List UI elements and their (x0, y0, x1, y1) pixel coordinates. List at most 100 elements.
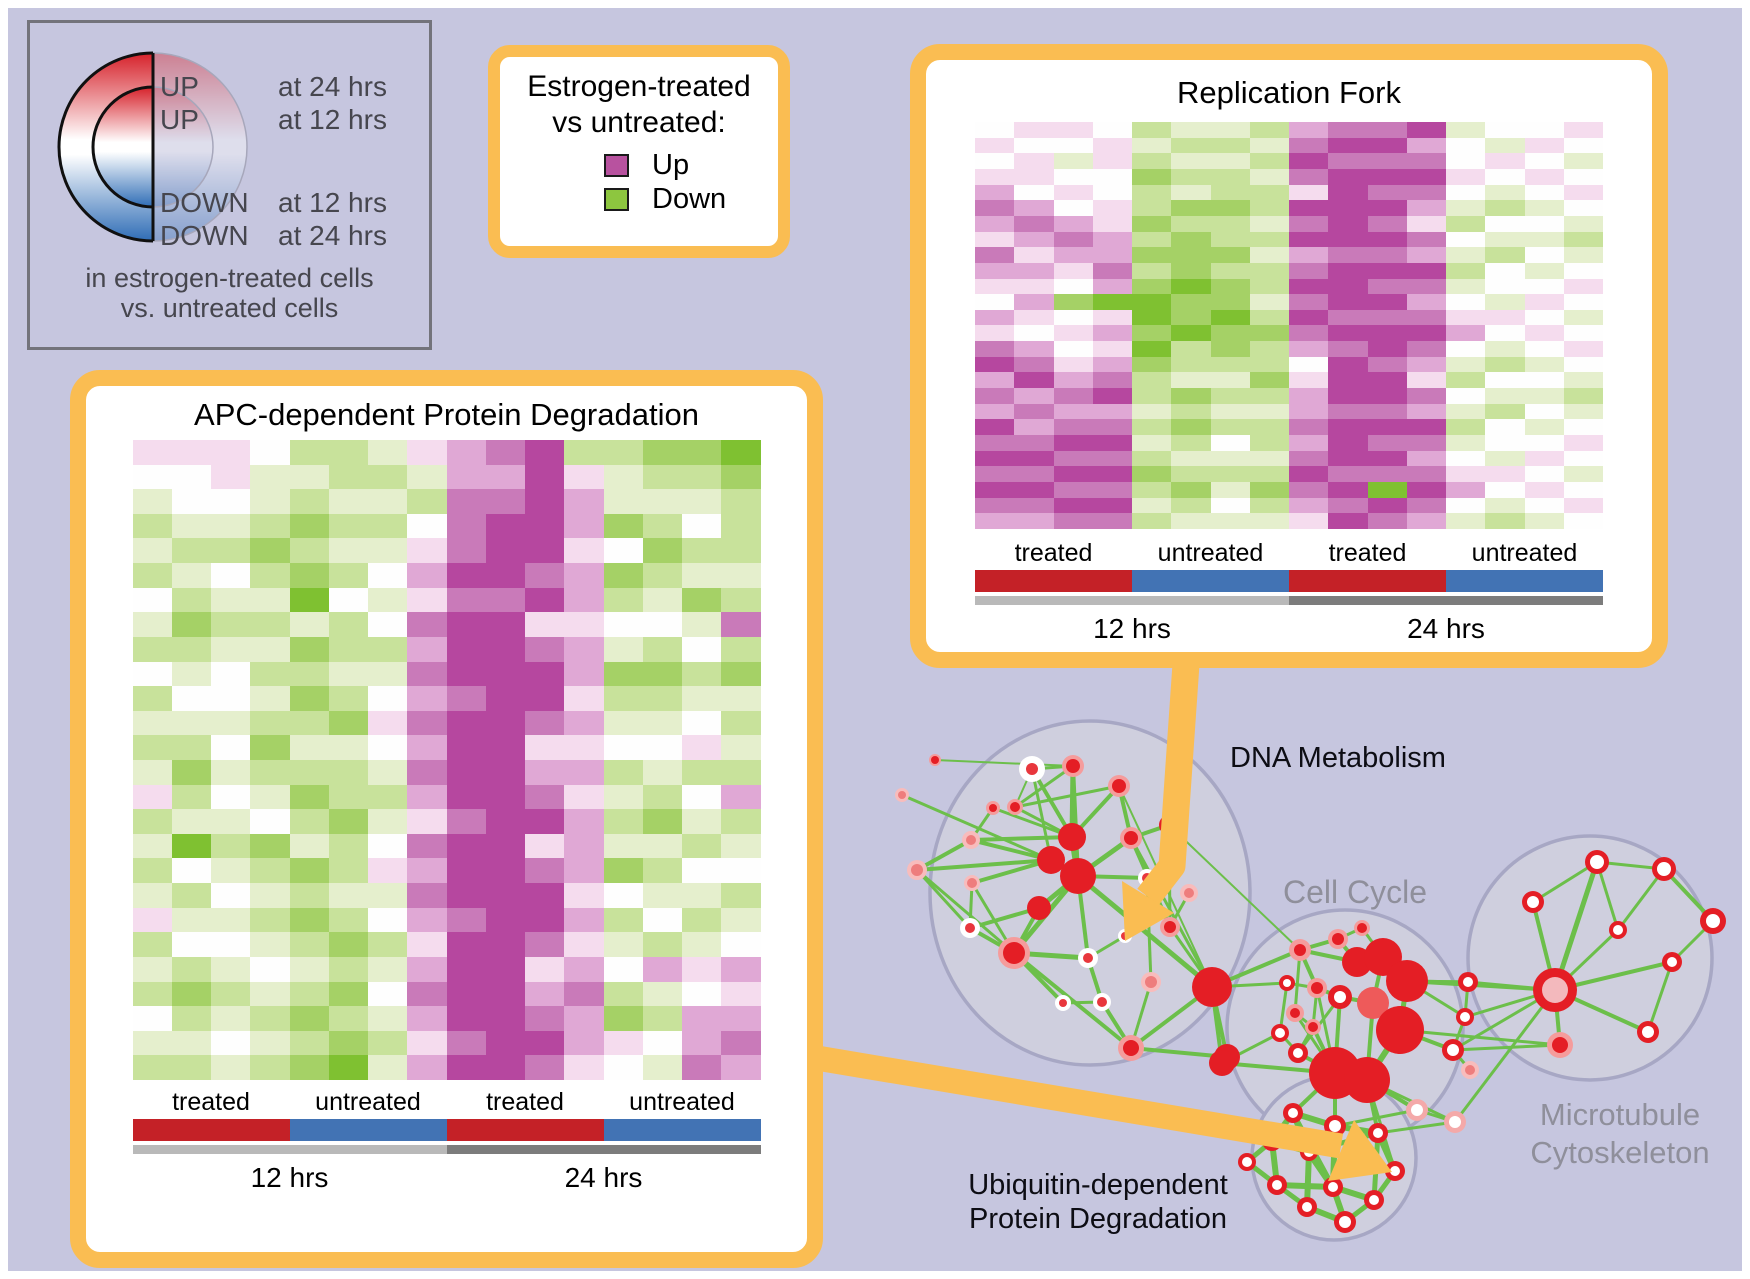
heatmap-cell (525, 464, 565, 490)
heatmap-cell (328, 661, 368, 687)
heatmap-cell (1524, 137, 1564, 154)
heatmap-cell (642, 587, 682, 613)
heatmap-cell (1446, 215, 1486, 232)
legend-time: at 24 hrs (278, 71, 387, 102)
heatmap-cell (1132, 466, 1172, 483)
heatmap-cell (1132, 294, 1172, 310)
apc-time-bar (132, 1145, 761, 1154)
heatmap-cell (1524, 153, 1564, 169)
heatmap-cell (1171, 372, 1211, 389)
heatmap-cell (1406, 403, 1446, 420)
heatmap-cell (603, 686, 643, 711)
heatmap-cell (250, 858, 290, 884)
heatmap-cell (1014, 419, 1054, 436)
heatmap-cell (407, 1006, 447, 1031)
heatmap-cell (171, 858, 211, 884)
heatmap-cell (1446, 294, 1486, 310)
heatmap-cell (1446, 482, 1486, 498)
heatmap-cell (1210, 309, 1250, 326)
legend-direction: UP (160, 71, 199, 102)
heatmap-cell (1249, 497, 1289, 514)
heatmap-cell (1249, 231, 1289, 248)
heatmap-cell (1328, 309, 1368, 326)
estrogen-legend-title-line2: vs untreated: (552, 106, 726, 139)
mt-label-line2: Cytoskeleton (1530, 1135, 1710, 1170)
heatmap-cell (564, 809, 604, 834)
network-edge (992, 806, 1073, 839)
heatmap-cell (368, 636, 408, 662)
heatmap-cell (1092, 294, 1132, 310)
heatmap-cell (1210, 388, 1250, 404)
heatmap-cell (485, 513, 525, 539)
heatmap-cell (525, 612, 565, 637)
heatmap-cell (1563, 388, 1603, 404)
heatmap-cell (721, 489, 761, 514)
heatmap-cell (1210, 247, 1250, 263)
heatmap-cell (368, 563, 408, 588)
heatmap-cell (975, 513, 1015, 529)
heatmap-cell (1132, 215, 1172, 232)
heatmap-cell (603, 587, 643, 613)
heatmap-cell (1563, 435, 1603, 451)
heatmap-cell (721, 686, 761, 711)
heatmap-cell (368, 440, 408, 465)
network-node-core (1003, 942, 1025, 964)
heatmap-cell (1367, 215, 1407, 232)
heatmap-cell (642, 612, 682, 637)
heatmap-cell (1289, 215, 1329, 232)
rf-heatmap-block: treated untreated treated untreated 12 h… (975, 122, 1603, 645)
heatmap-cell (1446, 341, 1486, 357)
heatmap-cell (1524, 122, 1564, 138)
heatmap-cell (1289, 325, 1329, 342)
network-node-core (1449, 1116, 1461, 1128)
heatmap-cell (289, 735, 329, 760)
heatmap-cell (1014, 450, 1054, 467)
heatmap-cell (975, 435, 1015, 451)
heatmap-cell (446, 587, 486, 613)
heatmap-cell (1289, 294, 1329, 310)
heatmap-cell (328, 907, 368, 933)
heatmap-cell (407, 612, 447, 637)
heatmap-cell (1092, 403, 1132, 420)
heatmap-cell (603, 907, 643, 933)
heatmap-cell (1406, 231, 1446, 248)
time-bar-segment (446, 1145, 761, 1154)
heatmap-cell (525, 760, 565, 785)
network-node (1344, 1057, 1390, 1103)
network-node-core (1288, 1108, 1298, 1118)
heatmap-cell (289, 858, 329, 884)
heatmap-cell (642, 636, 682, 662)
heatmap-cell (1328, 215, 1368, 232)
heatmap-cell (1249, 341, 1289, 357)
heatmap-cell (368, 1055, 408, 1080)
heatmap-cell (1249, 309, 1289, 326)
heatmap-cell (250, 784, 290, 810)
heatmap-cell (603, 489, 643, 514)
heatmap-cell (485, 612, 525, 637)
heatmap-cell (1563, 153, 1603, 169)
heatmap-cell (1446, 372, 1486, 389)
heatmap-cell (328, 538, 368, 564)
heatmap-cell (1563, 215, 1603, 232)
heatmap-cell (1446, 262, 1486, 279)
heatmap-cell (1289, 388, 1329, 404)
heatmap-cell (1446, 247, 1486, 263)
heatmap-cell (1249, 435, 1289, 451)
heatmap-cell (171, 1030, 211, 1056)
cluster-label-microtubule-cytoskeleton: Microtubule Cytoskeleton (1480, 1096, 1750, 1172)
heatmap-cell (1367, 247, 1407, 263)
network-node-core (1302, 1202, 1312, 1212)
heatmap-cell (1092, 435, 1132, 451)
heatmap-cell (1563, 419, 1603, 436)
heatmap-cell (1092, 372, 1132, 389)
heatmap-cell (642, 809, 682, 834)
heatmap-cell (485, 661, 525, 687)
heatmap-cell (1446, 419, 1486, 436)
heatmap-cell (368, 513, 408, 539)
heatmap-cell (1092, 513, 1132, 529)
heatmap-cell (1210, 168, 1250, 185)
heatmap-cell (603, 784, 643, 810)
heatmap-cell (250, 760, 290, 785)
network-node-core (1124, 831, 1138, 845)
